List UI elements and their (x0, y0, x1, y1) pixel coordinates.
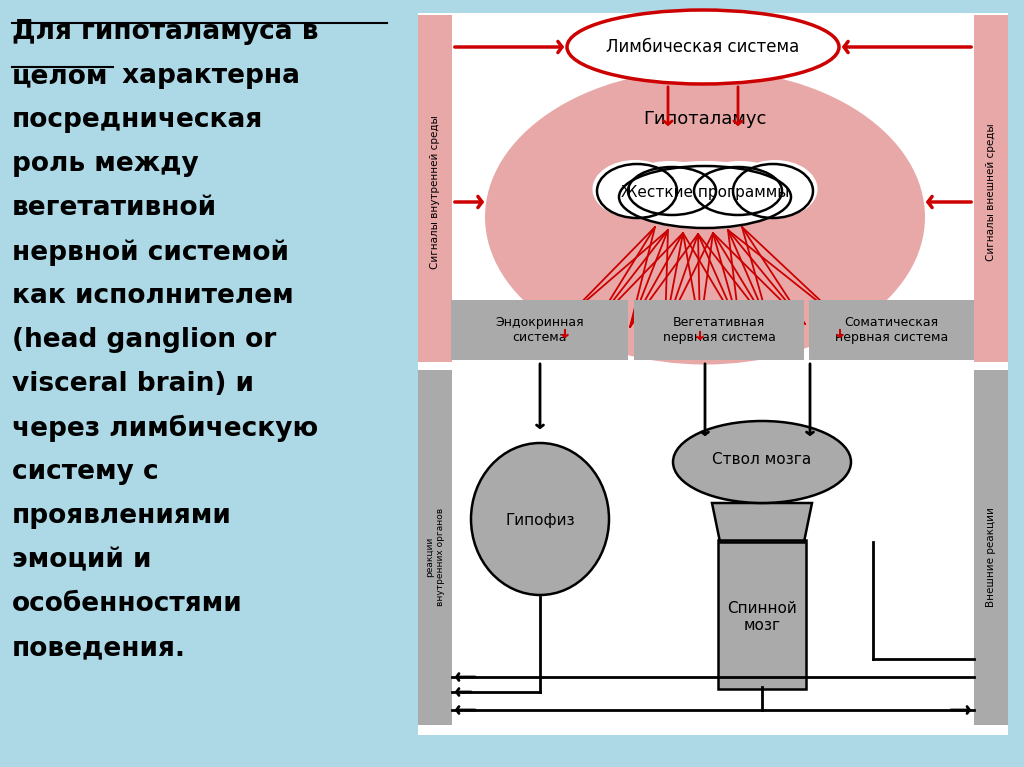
Text: Эндокринная
система: Эндокринная система (496, 316, 584, 344)
Text: эмоций и: эмоций и (12, 547, 152, 573)
Ellipse shape (616, 161, 794, 229)
FancyBboxPatch shape (452, 363, 974, 725)
Ellipse shape (692, 161, 787, 213)
FancyBboxPatch shape (974, 15, 1008, 362)
Text: роль между: роль между (12, 151, 199, 177)
Text: систему с: систему с (12, 459, 159, 485)
FancyBboxPatch shape (634, 300, 804, 360)
Text: Сигналы внутренней среды: Сигналы внутренней среды (430, 115, 440, 269)
Text: поведения.: поведения. (12, 635, 186, 661)
Text: (head ganglion or: (head ganglion or (12, 327, 276, 353)
Text: посредническая: посредническая (12, 107, 263, 133)
Text: Лимбическая система: Лимбическая система (606, 38, 800, 56)
Ellipse shape (485, 70, 925, 364)
Ellipse shape (732, 160, 817, 218)
Text: Ствол мозга: Ствол мозга (713, 452, 812, 466)
Text: целом: целом (12, 63, 109, 89)
FancyBboxPatch shape (418, 15, 452, 362)
Text: особенностями: особенностями (12, 591, 243, 617)
Ellipse shape (567, 10, 839, 84)
Text: проявлениями: проявлениями (12, 503, 231, 529)
FancyBboxPatch shape (809, 300, 974, 360)
Ellipse shape (623, 161, 718, 213)
Text: Жесткие программы: Жесткие программы (621, 186, 790, 200)
Ellipse shape (593, 160, 678, 218)
Text: Сигналы внешней среды: Сигналы внешней среды (986, 123, 996, 261)
Ellipse shape (651, 163, 759, 215)
FancyBboxPatch shape (418, 370, 452, 725)
Text: реакции
внутренних органов: реакции внутренних органов (425, 508, 444, 606)
Text: Соматическая
нервная система: Соматическая нервная система (835, 316, 948, 344)
Ellipse shape (673, 421, 851, 503)
FancyBboxPatch shape (974, 370, 1008, 725)
Text: нервной системой: нервной системой (12, 239, 289, 265)
Ellipse shape (471, 443, 609, 595)
Text: Спинной
мозг: Спинной мозг (727, 601, 797, 634)
FancyBboxPatch shape (451, 300, 628, 360)
Polygon shape (712, 503, 812, 542)
Text: вегетативной: вегетативной (12, 195, 217, 221)
Text: Гипоталамус: Гипоталамус (643, 110, 767, 128)
Text: Для гипоталамуса в: Для гипоталамуса в (12, 19, 318, 45)
Text: как исполнителем: как исполнителем (12, 283, 294, 309)
Text: visceral brain) и: visceral brain) и (12, 371, 254, 397)
Text: через лимбическую: через лимбическую (12, 415, 318, 443)
Text: характерна: характерна (113, 63, 300, 89)
FancyBboxPatch shape (718, 540, 806, 689)
FancyBboxPatch shape (418, 13, 1008, 735)
Text: Вегетативная
nервная система: Вегетативная nервная система (663, 316, 775, 344)
Text: Гипофиз: Гипофиз (505, 513, 574, 528)
Text: Внешние реакции: Внешние реакции (986, 507, 996, 607)
